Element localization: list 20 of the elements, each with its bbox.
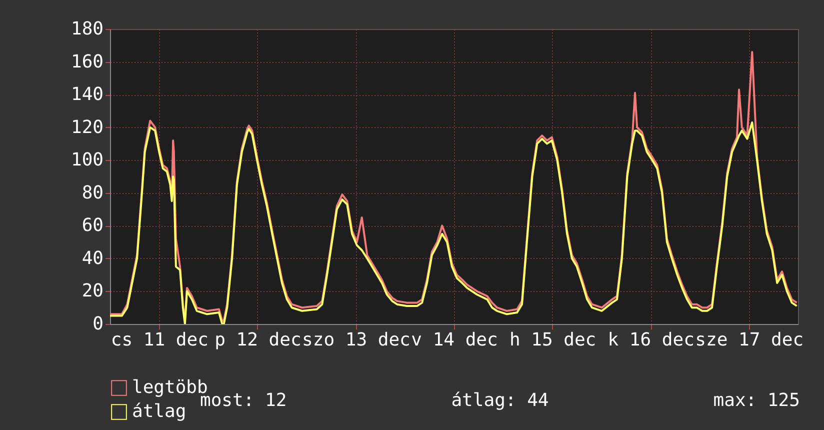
x-tick-label: p 12 dec (214, 330, 302, 350)
text: max: 125 (713, 390, 800, 411)
y-tick-label: 100 (70, 150, 104, 171)
x-tick-label: sze 17 dec (695, 330, 804, 350)
y-tick-label: 140 (70, 84, 104, 106)
y-tick-label: 120 (70, 116, 104, 138)
x-tick-label: h 15 dec (509, 330, 596, 350)
y-tick-label: 60 (82, 215, 104, 236)
legend-label: átlag (132, 401, 186, 422)
text: átlag: 44 (451, 390, 549, 411)
y-tick-label: 0 (92, 314, 104, 334)
y-tick-label: 80 (82, 182, 104, 204)
y-tick-label: 160 (70, 51, 104, 72)
y-tick-label: 180 (70, 18, 104, 40)
y-tick-label: 40 (82, 248, 104, 269)
x-tick-label: szo 13 dec (302, 330, 410, 350)
x-tick-label: cs 11 dec (110, 330, 208, 350)
y-tick-label: 20 (82, 280, 104, 302)
x-tick-label: k 16 dec (608, 330, 694, 350)
x-tick-label: v 14 dec (411, 330, 498, 350)
